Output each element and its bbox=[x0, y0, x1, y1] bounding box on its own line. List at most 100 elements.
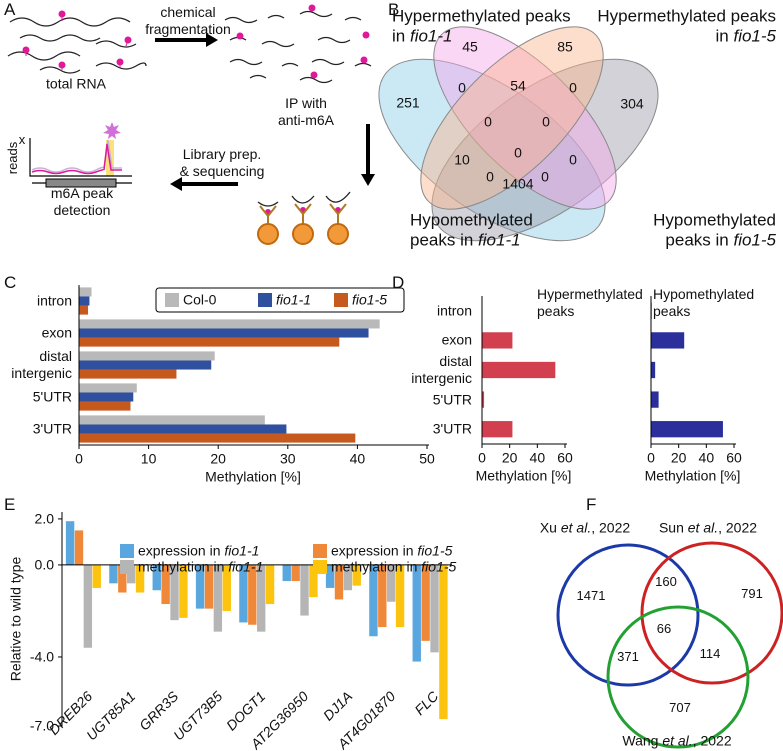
venn bbox=[556, 541, 783, 749]
x-tick-label: 0 bbox=[478, 449, 486, 466]
region-count: 707 bbox=[669, 700, 691, 716]
y-tick-label: -4.0 bbox=[29, 648, 54, 665]
label: total RNA bbox=[46, 75, 106, 92]
chart-title: Hypermethylated peaks bbox=[537, 286, 643, 319]
region-count: 251 bbox=[396, 94, 420, 111]
bar bbox=[325, 564, 335, 588]
bar-chart bbox=[78, 285, 429, 449]
category-label: exon bbox=[441, 331, 472, 348]
chart-title: Hypomethylated peaks bbox=[653, 286, 755, 319]
m6a bbox=[360, 56, 368, 64]
bar-chart bbox=[481, 296, 567, 448]
bar bbox=[179, 564, 188, 618]
x-tick-label: 20 bbox=[501, 449, 518, 466]
rna bbox=[39, 66, 81, 74]
fragment bbox=[311, 58, 345, 66]
legend-label: fio1-5 bbox=[352, 291, 388, 308]
venn-set bbox=[606, 605, 750, 749]
legend-swatch bbox=[120, 560, 134, 574]
label: x bbox=[18, 132, 26, 148]
bar bbox=[135, 564, 145, 593]
bar bbox=[369, 564, 378, 637]
fragment bbox=[299, 76, 333, 84]
x-tick-label: 40 bbox=[349, 450, 366, 467]
bar bbox=[79, 424, 287, 434]
bar bbox=[79, 328, 369, 338]
region-count: 0 bbox=[458, 79, 466, 96]
bar bbox=[651, 332, 685, 349]
bar bbox=[222, 564, 231, 611]
antibodies bbox=[257, 191, 351, 245]
arrows bbox=[155, 33, 375, 191]
x-axis-label: Methylation [%] bbox=[644, 467, 741, 484]
bar bbox=[79, 360, 212, 370]
bar bbox=[79, 383, 137, 393]
region-count: 304 bbox=[620, 95, 644, 112]
bead bbox=[327, 223, 349, 245]
bar bbox=[79, 296, 90, 306]
category-label: intron bbox=[36, 292, 72, 309]
arrow-head bbox=[361, 174, 375, 186]
panel-label: E bbox=[4, 494, 16, 514]
region-count: 0 bbox=[484, 113, 492, 130]
venn-set bbox=[640, 541, 783, 685]
legend-label: fio1-1 bbox=[276, 291, 312, 308]
bar bbox=[79, 287, 92, 297]
category-label: intron bbox=[436, 302, 472, 319]
peak-star bbox=[103, 122, 121, 139]
x-tick-label: 20 bbox=[670, 449, 687, 466]
fragment bbox=[249, 74, 267, 79]
bead bbox=[257, 223, 279, 245]
rna bbox=[9, 17, 131, 27]
region-count: 791 bbox=[741, 586, 763, 602]
panel-label: C bbox=[4, 272, 17, 292]
rna bbox=[7, 51, 81, 61]
region-count: 114 bbox=[699, 646, 721, 662]
bar bbox=[79, 337, 340, 347]
bar bbox=[83, 564, 93, 648]
legend-label: methylation in fio1-5 bbox=[331, 558, 457, 575]
legend-swatch bbox=[165, 293, 179, 307]
bar bbox=[421, 564, 430, 641]
label: Library prep. & sequencing bbox=[179, 146, 265, 179]
panel-label: A bbox=[4, 0, 16, 19]
bar bbox=[482, 332, 513, 349]
fragment bbox=[354, 62, 372, 67]
region-count: 160 bbox=[655, 574, 677, 590]
category-label: 3'UTR bbox=[32, 420, 72, 437]
region-count: 0 bbox=[486, 168, 494, 185]
venn-set bbox=[420, 26, 604, 210]
label: chemical fragmentation bbox=[145, 4, 231, 37]
m6a bbox=[236, 32, 244, 40]
region-count: 66 bbox=[656, 621, 672, 637]
bar bbox=[343, 564, 353, 591]
region-count: 0 bbox=[542, 113, 550, 130]
label: m6A peak detection bbox=[50, 185, 114, 218]
fragment bbox=[267, 14, 285, 19]
category-label: exon bbox=[41, 324, 72, 341]
bar bbox=[79, 433, 356, 443]
fragment bbox=[257, 201, 279, 207]
category-label: distal intergenic bbox=[11, 348, 72, 381]
bar bbox=[378, 564, 387, 628]
bar bbox=[257, 564, 266, 632]
gene-box bbox=[45, 178, 117, 188]
legend-label: Col-0 bbox=[183, 291, 217, 308]
label: IP with anti-m6A bbox=[277, 95, 335, 128]
m6a bbox=[124, 36, 132, 44]
bar bbox=[291, 564, 300, 582]
fragment bbox=[291, 195, 315, 204]
bar bbox=[118, 564, 127, 593]
x-axis-label: Methylation [%] bbox=[475, 467, 572, 484]
bar bbox=[79, 401, 131, 411]
x-axis-label: Methylation [%] bbox=[205, 468, 301, 485]
venn-set bbox=[431, 58, 659, 242]
panel-label: F bbox=[586, 494, 597, 514]
bar-chart bbox=[58, 512, 452, 727]
legend-swatch bbox=[334, 293, 348, 307]
y-tick-label: -7.0 bbox=[29, 717, 54, 734]
bar bbox=[213, 564, 223, 632]
bar bbox=[161, 564, 170, 605]
